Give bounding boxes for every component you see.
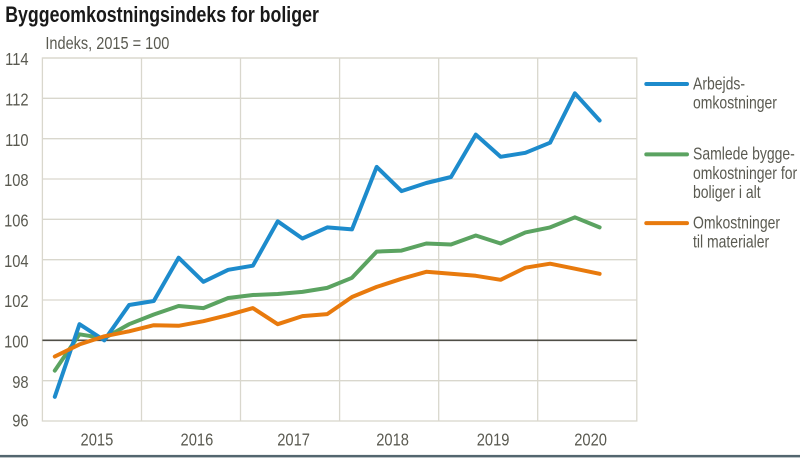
svg-text:98: 98 [12,373,28,392]
svg-text:2020: 2020 [574,430,607,449]
svg-text:til materialer: til materialer [693,233,770,252]
svg-text:Samlede bygge-: Samlede bygge- [693,145,795,164]
svg-text:110: 110 [5,131,28,150]
svg-text:2018: 2018 [376,430,409,449]
svg-text:104: 104 [4,252,29,271]
svg-text:omkostninger: omkostninger [693,94,778,113]
svg-text:114: 114 [5,50,28,69]
svg-text:106: 106 [4,211,29,230]
svg-text:2017: 2017 [277,430,310,449]
svg-text:Indeks, 2015 = 100: Indeks, 2015 = 100 [45,34,169,54]
svg-text:boliger i alt: boliger i alt [693,184,761,203]
svg-text:Arbejds-: Arbejds- [693,75,745,94]
svg-text:omkostninger for: omkostninger for [693,165,798,184]
svg-text:Omkostninger: Omkostninger [693,214,781,233]
svg-text:96: 96 [12,411,28,430]
svg-text:102: 102 [4,292,29,311]
svg-text:108: 108 [4,171,29,190]
svg-text:100: 100 [4,332,29,351]
svg-text:2015: 2015 [81,430,114,449]
svg-text:2019: 2019 [477,430,510,449]
svg-text:2016: 2016 [181,430,214,449]
svg-text:Byggeomkostningsindeks for bol: Byggeomkostningsindeks for boliger [5,3,319,27]
svg-text:112: 112 [5,90,28,109]
